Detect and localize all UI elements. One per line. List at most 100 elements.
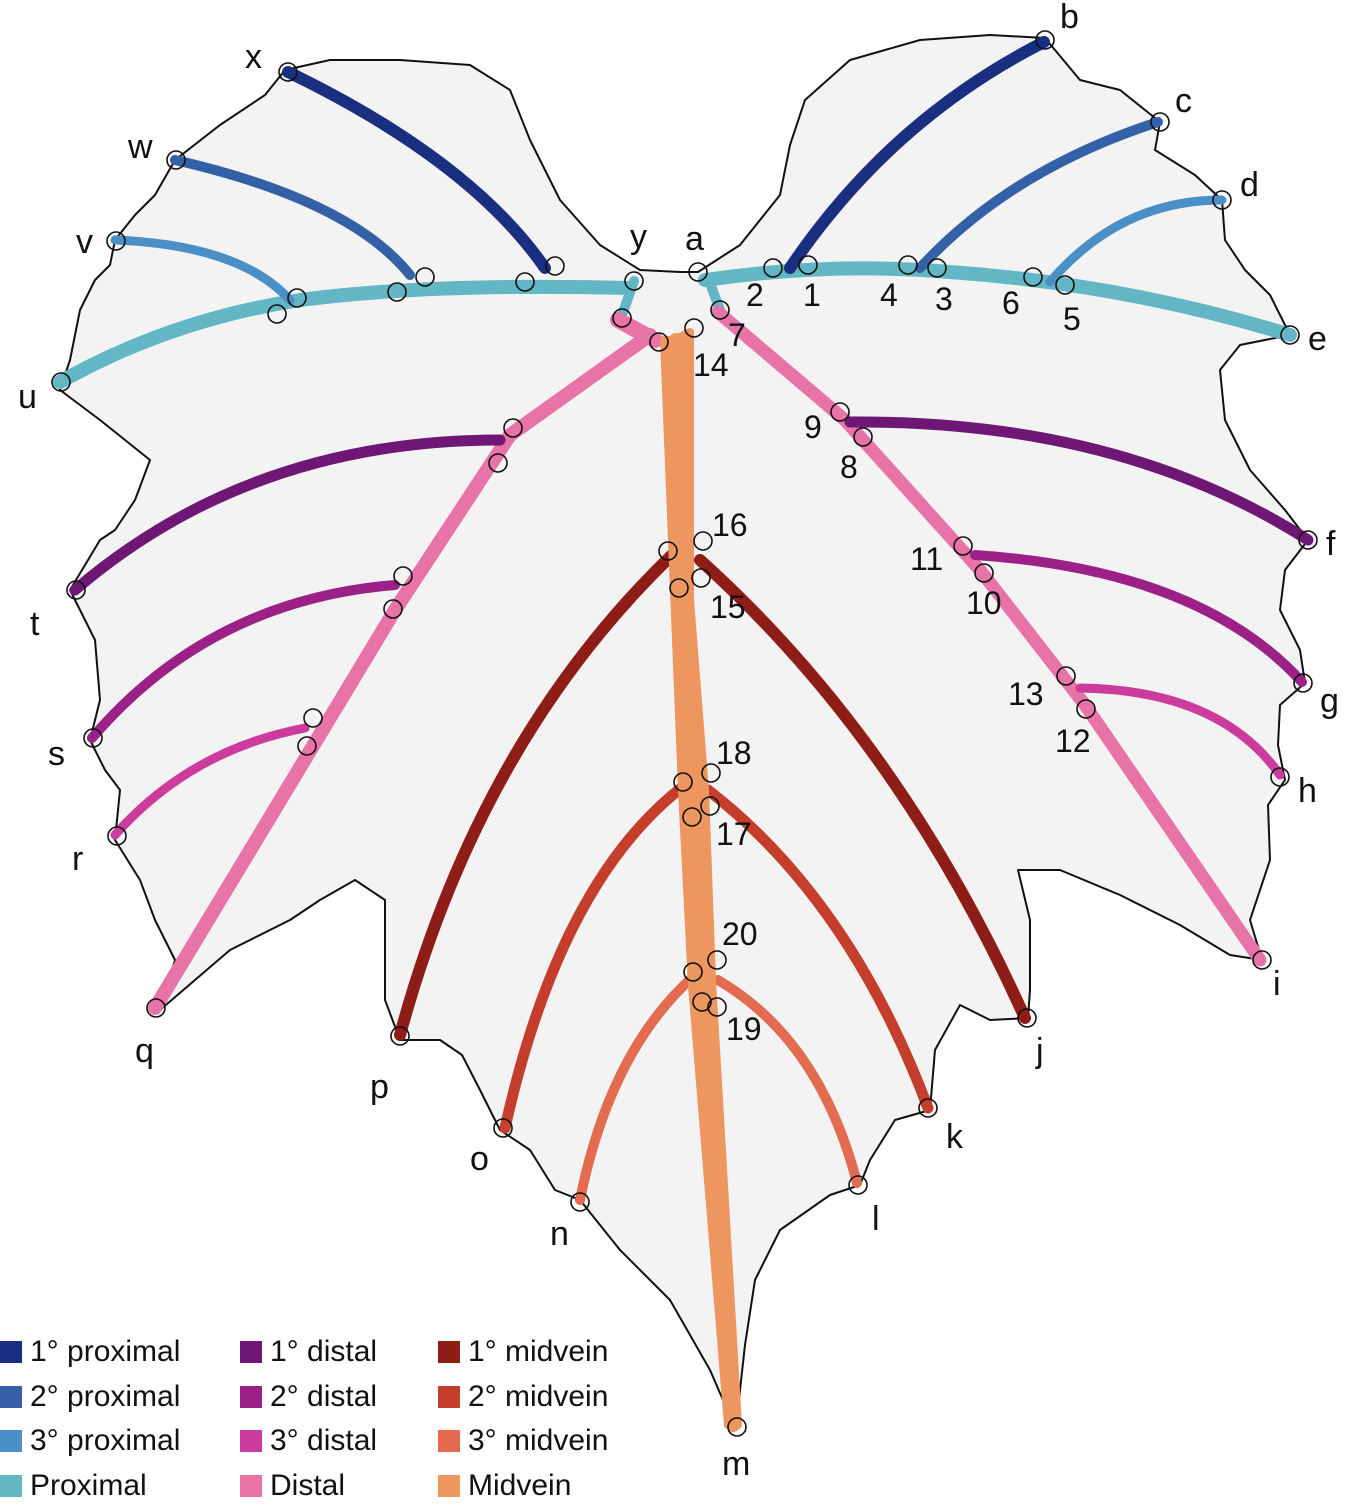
point-labels: a b c d e f g h i j k l m n o p q r s t …: [18, 0, 1339, 1483]
vein-2-proximal-left: [170, 155, 415, 280]
legend-label: 2° midvein: [468, 1379, 609, 1413]
landmark-d: [1212, 190, 1232, 210]
label-16: 16: [712, 507, 748, 543]
legend-swatch: [240, 1474, 262, 1497]
landmark-t: [66, 580, 86, 600]
legend-swatch: [0, 1385, 22, 1408]
junction-marker: [658, 541, 678, 561]
junction-marker: [287, 288, 307, 308]
junction-marker: [673, 772, 693, 792]
label-10: 10: [966, 585, 1002, 621]
junction-18: [701, 763, 721, 783]
landmark-b: [1035, 30, 1055, 50]
vein-3-proximal-left: [110, 235, 295, 305]
legend-item: 1° proximal: [0, 1330, 180, 1375]
label-p: p: [370, 1068, 389, 1106]
junction-labels: 1 2 3 4 5 6 7 8 9 10 11 12 13 14 15 16 1…: [693, 277, 1091, 1047]
label-x: x: [245, 38, 262, 76]
junction-3: [927, 258, 947, 278]
landmark-s: [83, 728, 103, 748]
label-j: j: [1035, 1032, 1044, 1070]
label-k: k: [946, 1118, 964, 1156]
landmark-v: [106, 231, 126, 251]
landmark-a: [688, 262, 708, 282]
legend-item: 2° distal: [240, 1375, 377, 1420]
junction-1: [798, 255, 818, 275]
label-9: 9: [804, 409, 822, 445]
legend-column: 1° distal 2° distal 3° distal Distal: [240, 1330, 377, 1508]
legend: 1° proximal 2° proximal 3° proximal Prox…: [0, 1330, 700, 1510]
landmark-j: [1017, 1008, 1037, 1028]
label-i: i: [1273, 965, 1281, 1003]
legend-item: Distal: [240, 1464, 377, 1509]
distal-vein-group: [69, 305, 1314, 1015]
label-f: f: [1326, 525, 1336, 563]
legend-item: 1° midvein: [438, 1330, 608, 1375]
label-l: l: [872, 1200, 880, 1238]
landmark-l: [848, 1175, 868, 1195]
legend-item: 2° midvein: [438, 1375, 608, 1420]
vein-2-proximal-right: [915, 117, 1163, 273]
legend-swatch: [240, 1341, 262, 1364]
label-7: 7: [728, 317, 746, 353]
landmark-g: [1293, 673, 1313, 693]
label-4: 4: [880, 277, 898, 313]
label-6: 6: [1002, 285, 1020, 321]
secondary-proximal-vein-group: [110, 36, 1227, 305]
legend-swatch: [438, 1430, 460, 1453]
junction-9: [830, 402, 850, 422]
junction-marker: [515, 272, 535, 292]
legend-label: Midvein: [468, 1468, 572, 1502]
junction-8: [853, 427, 873, 447]
junction-marker: [387, 282, 407, 302]
junction-11: [953, 536, 973, 556]
junction-20: [707, 950, 727, 970]
legend-label: 1° proximal: [30, 1335, 181, 1369]
vein-2-midvein-right: [702, 784, 934, 1114]
label-14: 14: [693, 347, 729, 383]
legend-label: 3° distal: [270, 1424, 378, 1458]
junction-15: [691, 568, 711, 588]
landmark-r: [107, 826, 127, 846]
vein-2-distal-left: [87, 580, 400, 743]
legend-label: Distal: [270, 1468, 346, 1502]
junction-13: [1056, 666, 1076, 686]
label-11: 11: [910, 541, 943, 577]
vein-3-midvein-right: [713, 975, 862, 1188]
landmark-x: [278, 62, 298, 82]
label-17: 17: [716, 816, 752, 852]
vein-1-distal-right: [844, 416, 1314, 546]
label-n: n: [550, 1215, 569, 1253]
legend-swatch: [0, 1430, 22, 1453]
junction-12: [1076, 699, 1096, 719]
junction-14: [684, 318, 704, 338]
legend-item: Proximal: [0, 1464, 180, 1509]
vein-1-proximal-left: [282, 66, 551, 274]
legend-swatch: [438, 1474, 460, 1497]
label-8: 8: [840, 449, 858, 485]
vein-proximal-left-stem: [616, 276, 639, 323]
vein-2-midvein-left: [499, 779, 691, 1134]
label-g: g: [1320, 682, 1339, 720]
junction-marker: [393, 566, 413, 586]
label-h: h: [1298, 772, 1317, 810]
landmark-y: [624, 271, 644, 291]
landmark-i: [1252, 950, 1272, 970]
junction-marker: [503, 418, 523, 438]
vein-midvein-center: [669, 333, 740, 1432]
junction-16: [693, 531, 713, 551]
legend-label: 1° midvein: [468, 1335, 609, 1369]
legend-label: 2° proximal: [30, 1379, 181, 1413]
vein-2-distal-right: [970, 550, 1307, 687]
vein-3-proximal-right: [1045, 195, 1227, 287]
landmark-o: [493, 1118, 513, 1138]
legend-item: 2° proximal: [0, 1375, 180, 1420]
legend-swatch: [0, 1341, 22, 1364]
junction-6: [1023, 267, 1043, 287]
junction-marker: [692, 992, 712, 1012]
junction-2: [763, 258, 783, 278]
legend-label: 3° midvein: [468, 1424, 609, 1458]
label-r: r: [72, 840, 83, 878]
midvein-group: [394, 328, 1031, 1432]
